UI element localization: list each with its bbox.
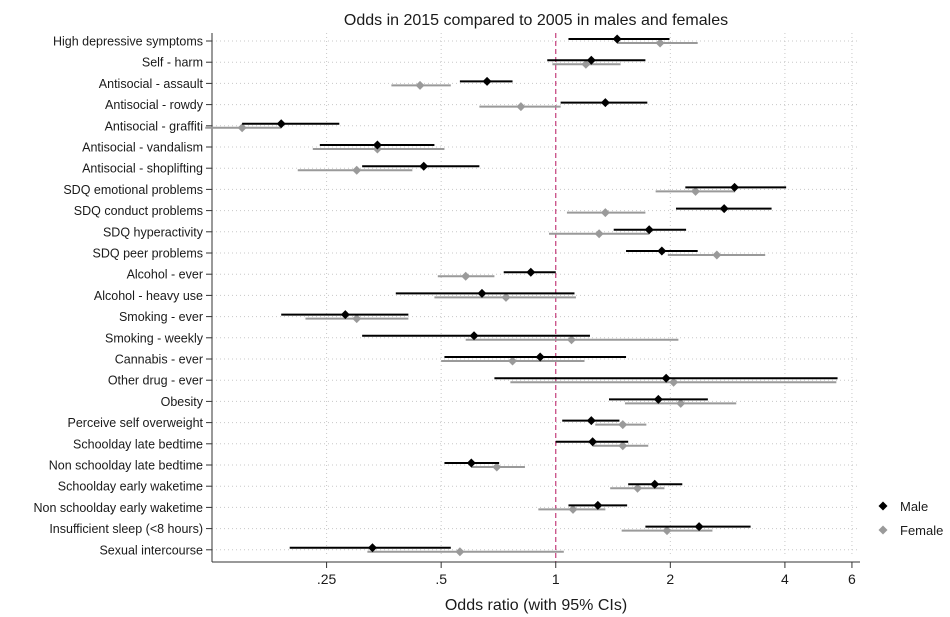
category-label: Schoolday late bedtime (73, 437, 203, 451)
point-marker (730, 182, 740, 192)
category-label: Antisocial - rowdy (105, 98, 204, 112)
point-marker (618, 441, 628, 451)
point-marker (657, 246, 667, 256)
legend-marker (878, 501, 888, 511)
point-marker (482, 76, 492, 86)
point-marker (492, 462, 502, 472)
category-label: Antisocial - shoplifting (82, 162, 203, 176)
category-label: Smoking - weekly (105, 331, 204, 345)
category-label: Non schoolday early waketime (33, 501, 203, 515)
point-marker (581, 59, 591, 69)
point-marker (276, 119, 286, 129)
category-label: Antisocial - assault (99, 77, 204, 91)
point-marker (367, 543, 377, 553)
x-axis: .25 .5 1 2 4 6 (212, 561, 860, 587)
point-marker (352, 314, 362, 324)
category-label: SDQ hyperactivity (103, 225, 204, 239)
point-marker (644, 225, 654, 235)
category-label: Perceive self overweight (68, 416, 204, 430)
point-marker (712, 250, 722, 260)
point-marker (586, 416, 596, 426)
category-label: Cannabis - ever (115, 353, 203, 367)
category-label: Sexual intercourse (99, 543, 203, 557)
category-label: Smoking - ever (119, 310, 203, 324)
point-marker (567, 335, 577, 345)
category-label: Schoolday early waketime (58, 480, 203, 494)
series-male (242, 34, 838, 553)
legend-marker (878, 525, 888, 535)
point-marker (662, 526, 672, 536)
x-tick-label: 4 (781, 571, 789, 587)
point-marker (535, 352, 545, 362)
x-axis-label: Odds ratio (with 95% CIs) (445, 597, 627, 614)
point-marker (612, 34, 622, 44)
legend: Male Female (878, 499, 943, 538)
point-marker (352, 165, 362, 175)
series-female (205, 38, 837, 557)
category-label: SDQ conduct problems (74, 204, 203, 218)
point-marker (594, 229, 604, 239)
category-label: Antisocial - graffiti (105, 119, 203, 133)
category-label: Other drug - ever (108, 374, 203, 388)
point-marker (669, 377, 679, 387)
x-tick-label: 1 (552, 571, 560, 587)
point-marker (466, 458, 476, 468)
category-label: Alcohol - heavy use (94, 289, 203, 303)
category-label: Alcohol - ever (127, 268, 203, 282)
point-marker (501, 292, 511, 302)
x-tick-label: .25 (317, 571, 337, 587)
point-marker (469, 331, 479, 341)
point-marker (694, 522, 704, 532)
legend-label: Male (900, 499, 928, 514)
point-marker (661, 373, 671, 383)
point-marker (653, 394, 663, 404)
chart-title: Odds in 2015 compared to 2005 in males a… (344, 12, 728, 29)
point-marker (618, 420, 628, 430)
category-label: Non schoolday late bedtime (49, 459, 203, 473)
category-label: High depressive symptoms (53, 35, 203, 49)
category-label: SDQ peer problems (93, 247, 203, 261)
point-marker (455, 547, 465, 557)
point-marker (415, 80, 425, 90)
point-marker (340, 310, 350, 320)
category-label: Insufficient sleep (<8 hours) (49, 522, 203, 536)
point-marker (508, 356, 518, 366)
point-marker (419, 161, 429, 171)
category-label: SDQ emotional problems (63, 183, 203, 197)
point-marker (655, 38, 665, 48)
category-labels: High depressive symptoms Self - harm Antis… (33, 33, 213, 562)
point-marker (676, 398, 686, 408)
category-label: Obesity (161, 395, 204, 409)
point-marker (593, 500, 603, 510)
point-marker (526, 267, 536, 277)
category-label: Self - harm (142, 56, 203, 70)
point-marker (600, 208, 610, 218)
point-marker (600, 98, 610, 108)
point-marker (477, 288, 487, 298)
point-marker (691, 186, 701, 196)
point-marker (650, 479, 660, 489)
point-marker (568, 504, 578, 514)
point-marker (719, 204, 729, 214)
point-marker (516, 102, 526, 112)
legend-label: Female (900, 523, 943, 538)
x-tick-label: 6 (848, 571, 856, 587)
x-tick-label: 2 (666, 571, 674, 587)
category-label: Antisocial - vandalism (82, 141, 203, 155)
point-marker (372, 140, 382, 150)
point-marker (633, 483, 643, 493)
x-tick-label: .5 (435, 571, 447, 587)
gridlines (212, 33, 860, 556)
point-marker (588, 437, 598, 447)
point-marker (237, 123, 247, 133)
point-marker (461, 271, 471, 281)
point-marker (586, 55, 596, 65)
